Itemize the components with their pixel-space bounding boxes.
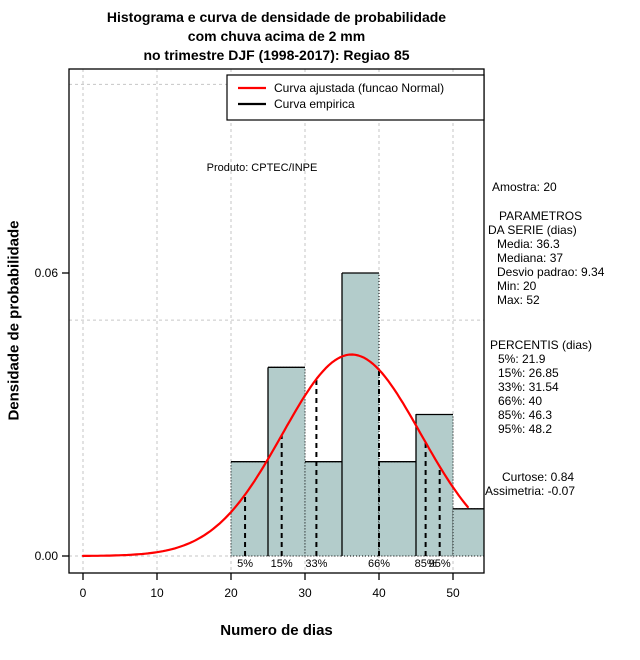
plot-box [68, 68, 485, 574]
percentile-label: 33% [305, 558, 327, 570]
stat-mediana: Mediana: 37 [497, 251, 564, 265]
stat-parametros-title2: DA SERIE (dias) [488, 223, 577, 237]
stat-amostra: Amostra: 20 [492, 180, 557, 194]
stat-min: Min: 20 [497, 279, 537, 293]
x-tick-label: 10 [150, 586, 164, 600]
stat-curtose: Curtose: 0.84 [502, 470, 575, 484]
x-axis-label: Numero de dias [220, 622, 333, 639]
legend-label: Curva ajustada (funcao Normal) [274, 81, 444, 95]
histogram-bar [379, 461, 416, 556]
y-tick-label: 0.00 [35, 549, 59, 563]
stat-percentil-33: 33%: 31.54 [498, 380, 559, 394]
percentile-label: 95% [429, 558, 451, 570]
legend-box [226, 74, 485, 121]
x-tick-label: 30 [298, 586, 312, 600]
title-line-3: no trimestre DJF (1998-2017): Regiao 85 [143, 47, 410, 63]
y-axis-label: Densidade de probabilidade [5, 220, 23, 421]
histogram-bar [453, 508, 484, 556]
percentile-label: 5% [237, 558, 253, 570]
stat-percentis-title: PERCENTIS (dias) [490, 338, 593, 352]
legend-label: Curva empirica [274, 97, 355, 111]
stat-assimetria: Assimetria: -0.07 [485, 484, 576, 498]
x-tick-label: 0 [80, 586, 87, 600]
percentile-label: 15% [271, 558, 293, 570]
chart-title: Histograma e curva de densidade de proba… [69, 8, 484, 65]
title-line-2: com chuva acima de 2 mm [187, 28, 366, 44]
x-tick-label: 50 [446, 586, 460, 600]
histogram-bar [231, 461, 268, 556]
x-tick-label: 20 [224, 586, 238, 600]
stat-percentil-85: 85%: 46.3 [498, 408, 553, 422]
stat-percentil-66: 66%: 40 [498, 394, 543, 408]
x-tick-label: 40 [372, 586, 386, 600]
stat-desvio-padrao: Desvio padrao: 9.34 [497, 265, 605, 279]
histogram-bar [268, 367, 305, 556]
histogram-bar [305, 461, 342, 556]
stat-parametros-title: PARAMETROS [499, 209, 583, 223]
stat-percentil-15: 15%: 26.85 [498, 366, 559, 380]
stat-percentil-95: 95%: 48.2 [498, 422, 553, 436]
y-tick-label: 0.06 [35, 266, 59, 280]
title-line-1: Histograma e curva de densidade de proba… [106, 9, 447, 25]
stat-max: Max: 52 [497, 293, 540, 307]
stat-media: Media: 36.3 [497, 237, 560, 251]
percentile-label: 85% [415, 558, 437, 570]
histogram-bar [342, 272, 379, 556]
stat-percentil-5: 5%: 21.9 [498, 352, 546, 366]
annotation-produto: Produto: CPTEC/INPE [207, 162, 318, 174]
percentile-label: 66% [368, 558, 390, 570]
fitted-normal-curve [81, 353, 469, 557]
